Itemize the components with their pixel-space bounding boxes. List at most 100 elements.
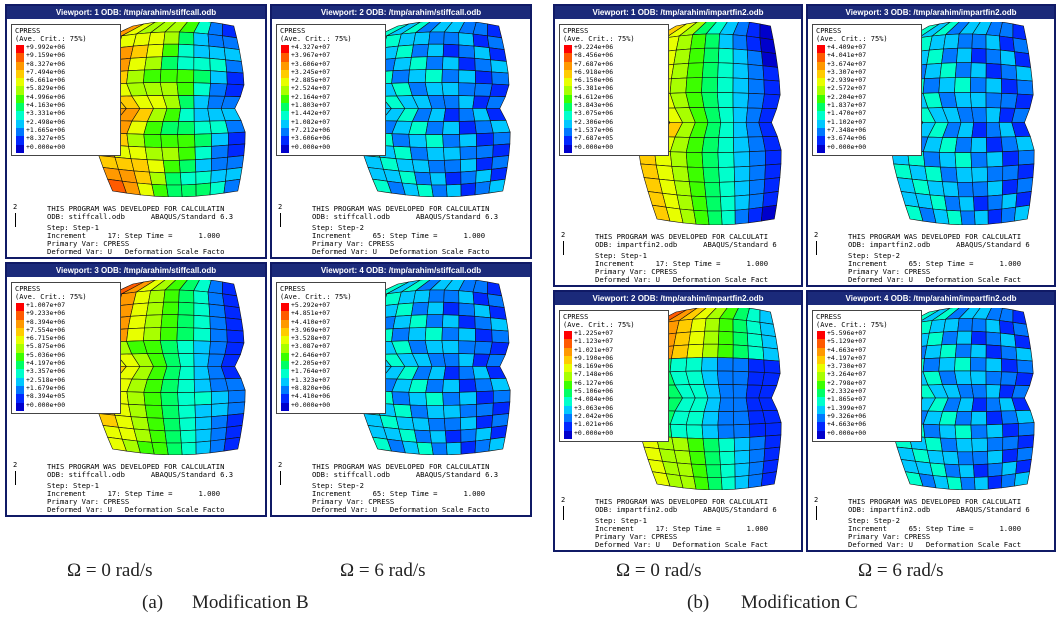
mesh-element	[957, 451, 974, 466]
legend-value: +3.730e+07	[827, 362, 867, 371]
mesh-element	[409, 56, 428, 71]
mesh-element	[1001, 192, 1018, 210]
legend-value: +2.518e+06	[26, 375, 66, 384]
mesh-element	[969, 357, 987, 372]
mesh-element	[443, 417, 462, 432]
mesh-element	[395, 416, 415, 431]
mesh-element	[986, 165, 1004, 183]
legend-swatch	[817, 136, 825, 145]
legend-swatch	[564, 144, 572, 153]
mesh-element	[458, 44, 476, 59]
legend-swatch	[817, 422, 825, 431]
info-step: Step: Step-2	[312, 481, 364, 490]
info-step: Step: Step-1	[595, 516, 647, 525]
legend-swatch	[281, 394, 289, 403]
viewport-info: THIS PROGRAM WAS DEVELOPED FOR CALCULATI…	[595, 233, 777, 284]
mesh-element	[194, 145, 212, 161]
mesh-element	[208, 303, 226, 319]
mesh-element	[444, 429, 462, 444]
legend-swatch	[564, 103, 572, 112]
mesh-element	[442, 391, 461, 406]
info-deformed: Deformed Var: U Deformation Scale Fact	[595, 275, 769, 284]
mesh-element	[734, 462, 750, 478]
omega-right-caption: Ω = 6 rad/s	[340, 560, 426, 581]
mesh-element	[673, 449, 692, 465]
mesh-element	[716, 77, 734, 94]
mesh-element	[178, 31, 195, 46]
mesh-element	[954, 343, 972, 358]
legend-swatch	[16, 327, 24, 337]
mesh-element	[474, 315, 493, 331]
legend-value: +1.021e+06	[574, 420, 614, 429]
mesh-element	[720, 209, 736, 226]
mesh-element	[1002, 178, 1019, 196]
legend-swatch	[281, 69, 289, 79]
legend-value: +7.212e+06	[291, 125, 331, 134]
legend-swatch	[817, 119, 825, 128]
mesh-element	[970, 424, 988, 439]
mesh-element	[431, 442, 448, 456]
legend-value: +2.885e+07	[291, 76, 331, 85]
mesh-element	[411, 43, 429, 58]
mesh-element	[971, 397, 987, 412]
mesh-element	[143, 379, 164, 393]
legend-value: +4.409e+07	[827, 43, 867, 51]
viewport-title: Viewport: 2 ODB: /tmp/arahim/impartfin2.…	[555, 292, 801, 305]
legend-averaging: (Ave. Crit.: 75%)	[816, 35, 888, 43]
mesh-element	[747, 345, 765, 361]
mesh-element	[474, 120, 494, 135]
mesh-element	[427, 160, 446, 174]
mesh-element	[1002, 435, 1019, 451]
legend-swatch	[281, 103, 289, 112]
mesh-element	[673, 180, 692, 197]
mesh-element	[475, 426, 493, 442]
mesh-element	[749, 448, 766, 464]
legend-value: +4.410e+06	[291, 392, 331, 401]
mesh-element	[429, 430, 447, 444]
mesh-element	[425, 379, 444, 393]
mesh-element	[691, 463, 708, 478]
info-step: Step: Step-2	[848, 516, 900, 525]
mesh-element	[425, 392, 444, 406]
info-footer-program: THIS PROGRAM WAS DEVELOPED FOR CALCULATI…	[47, 204, 225, 213]
mesh-element	[476, 132, 494, 147]
mesh-element	[397, 32, 416, 47]
legend-value: +6.661e+06	[26, 76, 66, 85]
mesh-element	[759, 23, 774, 41]
mesh-element	[734, 194, 750, 211]
legend-swatch	[281, 127, 289, 137]
mesh-element	[1015, 346, 1033, 362]
mesh-element	[211, 132, 229, 147]
mesh-element	[126, 133, 146, 148]
mesh-element	[970, 151, 988, 168]
mesh-element	[177, 379, 195, 393]
legend-swatch	[16, 45, 24, 54]
legend-swatch	[564, 53, 572, 62]
mesh-element	[701, 424, 719, 439]
legend-swatch	[16, 344, 24, 353]
info-footer-odb: ODB: stiffcall.odb ABAQUS/Standard 6.3	[47, 212, 234, 221]
legend-value: +5.875e+06	[26, 342, 66, 351]
viewport: Viewport: 1 ODB: /tmp/arahim/stiffcall.o…	[5, 4, 267, 259]
mesh-element	[669, 423, 688, 439]
mesh-element	[955, 438, 973, 453]
info-step: Step: Step-1	[595, 251, 647, 260]
mesh-element	[209, 340, 228, 355]
legend-swatch	[281, 361, 289, 370]
mesh-element	[425, 121, 444, 135]
mesh-element	[442, 301, 460, 316]
mesh-element	[954, 152, 972, 168]
mesh-element	[443, 404, 461, 419]
legend-value: +1.537e+06	[574, 125, 614, 134]
mesh-element	[687, 437, 705, 453]
mesh-element	[970, 411, 988, 426]
legend-value: +4.163e+06	[26, 101, 66, 110]
legend-swatch	[817, 347, 825, 356]
legend-swatch	[281, 136, 289, 145]
legend-value: +1.082e+07	[291, 117, 331, 126]
mesh-element	[177, 133, 196, 148]
mesh-element	[1015, 409, 1035, 424]
legend-swatch	[16, 86, 24, 95]
mesh-element	[747, 371, 765, 386]
mesh-element	[718, 166, 735, 183]
